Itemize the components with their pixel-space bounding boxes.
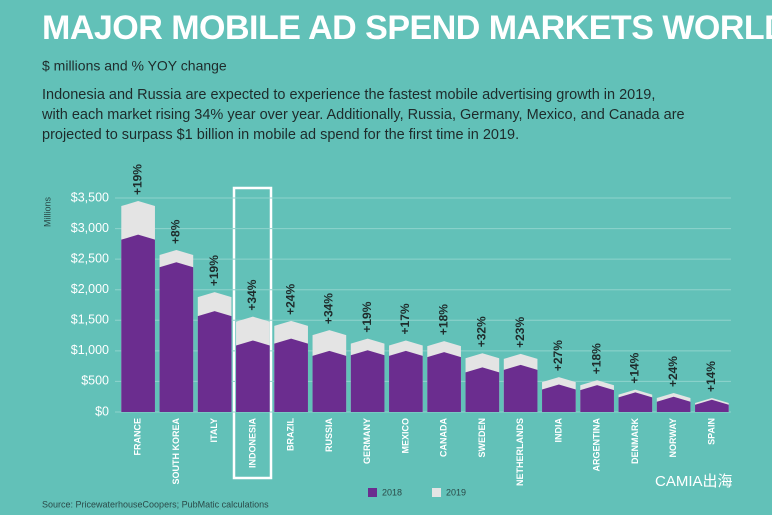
growth-label: +19% xyxy=(207,255,221,286)
x-tick-label: BRAZIL xyxy=(286,418,296,451)
bar xyxy=(159,262,194,412)
y-axis-label: Millions xyxy=(42,197,52,228)
growth-label: +23% xyxy=(513,317,527,348)
y-tick-label: $2,500 xyxy=(71,251,109,265)
x-tick-label: SOUTH KOREA xyxy=(171,418,181,485)
bar xyxy=(121,234,155,412)
x-tick-label: GERMANY xyxy=(362,418,372,464)
description-line: projected to surpass $1 billion in mobil… xyxy=(42,127,519,143)
y-tick-label: $1,500 xyxy=(71,313,109,327)
x-tick-label: INDIA xyxy=(553,418,563,443)
bar xyxy=(236,340,270,412)
y-tick-label: $1,000 xyxy=(71,343,109,357)
x-tick-label: RUSSIA xyxy=(324,418,334,453)
legend-swatch xyxy=(368,488,377,497)
bar xyxy=(350,350,385,412)
source: Source: PricewaterhouseCoopers; PubMatic… xyxy=(42,499,269,509)
bar xyxy=(312,350,347,412)
x-tick-label: CANADA xyxy=(439,418,449,457)
x-tick-label: ARGENTINA xyxy=(592,418,602,472)
growth-label: +18% xyxy=(589,343,603,374)
growth-label: +34% xyxy=(245,279,259,310)
growth-label: +24% xyxy=(283,284,297,315)
growth-label: +14% xyxy=(704,361,718,392)
x-tick-label: NORWAY xyxy=(668,418,678,458)
growth-label: +14% xyxy=(628,352,642,383)
growth-label: +18% xyxy=(436,304,450,335)
growth-label: +27% xyxy=(551,340,565,371)
bar xyxy=(197,311,232,412)
y-tick-label: $2,000 xyxy=(71,282,109,296)
growth-label: +19% xyxy=(360,301,374,332)
legend-label: 2018 xyxy=(382,487,402,497)
bar xyxy=(465,367,500,412)
growth-label: +34% xyxy=(322,293,336,324)
growth-label: +8% xyxy=(169,219,183,244)
bar xyxy=(695,399,729,412)
chart-subtitle: $ millions and % YOY change xyxy=(42,58,227,74)
bar xyxy=(580,385,614,412)
highlight-box xyxy=(232,186,273,480)
y-tick-label: $0 xyxy=(95,404,109,418)
y-tick-label: $500 xyxy=(81,374,109,388)
bar xyxy=(542,384,576,412)
legend-swatch xyxy=(432,488,441,497)
growth-label: +24% xyxy=(666,356,680,387)
bar xyxy=(618,392,653,412)
growth-label: +19% xyxy=(130,164,144,195)
x-tick-label: DENMARK xyxy=(630,418,640,464)
growth-label: +17% xyxy=(398,303,412,334)
y-tick-label: $3,500 xyxy=(71,190,109,204)
x-tick-label: MEXICO xyxy=(400,418,410,454)
bar xyxy=(503,364,538,412)
y-tick-label: $3,000 xyxy=(71,221,109,235)
x-tick-label: INDONESIA xyxy=(247,418,257,469)
x-tick-label: ITALY xyxy=(209,418,219,443)
bar xyxy=(427,352,461,412)
growth-label: +32% xyxy=(475,316,489,347)
x-tick-label: SPAIN xyxy=(706,418,716,445)
x-tick-label: NETHERLANDS xyxy=(515,418,525,486)
x-tick-label: FRANCE xyxy=(133,418,143,456)
watermark: CAMIA出海 xyxy=(655,473,733,490)
x-tick-label: SWEDEN xyxy=(477,418,487,458)
description-line: with each market rising 34% year over ye… xyxy=(41,107,685,123)
description-line: Indonesia and Russia are expected to exp… xyxy=(42,87,655,103)
bar xyxy=(389,350,423,412)
legend-label: 2019 xyxy=(446,487,466,497)
bar xyxy=(274,338,308,412)
chart-title: MAJOR MOBILE AD SPEND MARKETS WORLDWIDE xyxy=(42,9,772,47)
bar xyxy=(656,396,691,412)
